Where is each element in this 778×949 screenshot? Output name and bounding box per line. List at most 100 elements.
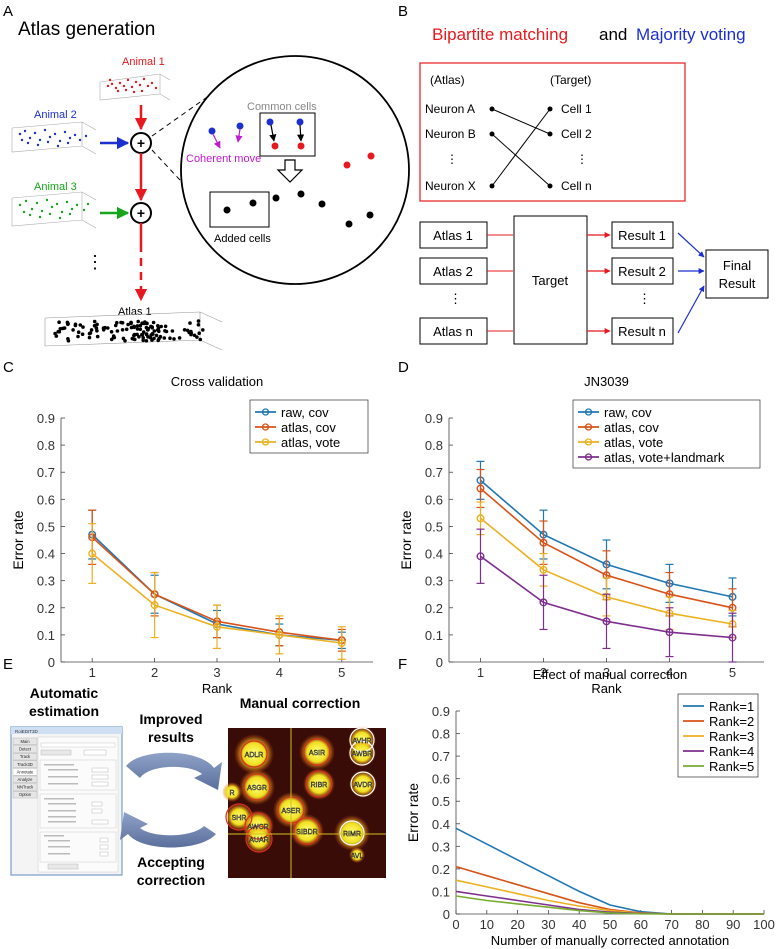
neuron-label[interactable]: AVL (350, 853, 364, 860)
chart-c-ytick: 0.6 (37, 492, 55, 507)
neuron-label[interactable]: AWBR (351, 751, 373, 758)
accepting-arrow (120, 812, 216, 848)
neuron-a: Neuron A (425, 102, 475, 116)
atlas-box-n: Atlas n (433, 324, 473, 339)
chart-f-ytick: 0.9 (432, 704, 450, 719)
panel-b-title-2: Majority voting (636, 25, 746, 44)
neuron-label[interactable]: AVHR (352, 738, 372, 745)
chart-d-point (539, 598, 548, 607)
chart-f-ytick: 0.4 (432, 817, 450, 832)
tab-option[interactable] (12, 791, 38, 799)
chart-c-ytick: 0.2 (37, 601, 55, 616)
chart-c-ytick: 0.5 (37, 519, 55, 534)
neuron-label[interactable]: SIBDR (296, 829, 318, 836)
tab-label: NNTrack (17, 785, 34, 790)
target-box (513, 215, 588, 345)
panel-d-letter: D (398, 359, 409, 376)
panel-f-letter: F (398, 656, 407, 673)
chart-d-ytick: 0.9 (425, 411, 443, 426)
chart-f-xtick: 80 (695, 917, 709, 932)
chart-f-ytick: 0.8 (432, 727, 450, 742)
neuron-label[interactable]: ASER (281, 808, 300, 815)
neuron-blob (234, 734, 274, 774)
panel-c-letter: C (3, 359, 14, 376)
chart-d-point (476, 484, 485, 493)
neuron-label[interactable]: AVDR (353, 782, 373, 789)
coherent-move-label: Coherent move (186, 153, 261, 165)
result-dots: ⋮ (638, 291, 651, 306)
tab-annotate[interactable] (12, 768, 38, 776)
cell-2: Cell 2 (561, 127, 592, 141)
target-header: (Target) (550, 73, 591, 87)
panel-e-letter: E (3, 656, 13, 673)
cell-dots: ⋮ (576, 152, 588, 166)
chart-d-xlabel: Rank (591, 681, 622, 696)
tab-track3d[interactable] (12, 760, 38, 768)
neuron-label[interactable]: ADLR (244, 752, 264, 759)
chart-c-xlabel: Rank (202, 681, 233, 696)
chart-f-ytick: 0.1 (432, 884, 450, 899)
panel-a-title: Atlas generation (18, 19, 155, 40)
down-arrow (276, 159, 304, 183)
chart-f-legend-entry: Rank=5 (709, 759, 754, 774)
atlas-button[interactable] (40, 749, 72, 756)
chart-d-legend-entry: atlas, vote (604, 435, 663, 450)
neuron-blob (349, 847, 365, 863)
chart-d-point (539, 565, 548, 574)
chart-f-ytick: 0.6 (432, 772, 450, 787)
panel-a: A Atlas generation Animal 1 Animal 2 (3, 3, 410, 351)
chart-f-ytick: 0.7 (432, 749, 450, 764)
final-result-box (705, 249, 769, 299)
tab-analyze[interactable] (12, 775, 38, 784)
tab-label: Track (20, 754, 31, 759)
chart-d-ytick: 0.2 (425, 601, 443, 616)
chart-d: JN3039 0 0.1 0.2 0.3 0.4 0.5 0.6 0.7 0.8 0.9 1 2 3 4 5 R… (398, 374, 764, 696)
neuron-label[interactable]: AUAR (249, 837, 269, 844)
atlas-dots: ⋮ (449, 291, 462, 306)
chart-f-legend-entry: Rank=2 (709, 714, 754, 729)
chart-f-xlabel: Number of manually corrected annotation (491, 933, 729, 948)
atlas1-label: Atlas 1 (118, 306, 152, 318)
chart-d-ytick: 0.6 (425, 492, 443, 507)
tab-track[interactable] (12, 753, 38, 761)
tab-nntrack[interactable] (12, 783, 38, 791)
chart-d-ytick: 0.7 (425, 465, 443, 480)
chart-d-point (476, 514, 485, 523)
chart-c-xtick: 4 (276, 665, 283, 680)
neuron-label[interactable]: RIBR (310, 782, 328, 789)
chart-f-legend-entry: Rank=4 (709, 744, 754, 759)
chart-c: Cross validation 0 0.1 0.2 0.3 0.4 0.5 0.6 0.7 0.… (10, 374, 373, 696)
cell-n: Cell n (561, 179, 592, 193)
neuron-blob (303, 768, 335, 800)
tab-detect[interactable] (12, 745, 38, 753)
tab-main[interactable] (12, 737, 38, 746)
chart-c-legend-entry: atlas, vote (281, 435, 340, 450)
tab-label: Main (20, 739, 30, 744)
chart-c-xtick: 5 (338, 665, 345, 680)
neuron-label[interactable]: AWCR (247, 824, 269, 831)
animal3-plot (11, 191, 97, 229)
chart-d-legend-entry: atlas, cov (604, 420, 659, 435)
neuron-label[interactable]: ASGR (247, 785, 267, 792)
chart-f-ytick: 0.2 (432, 862, 450, 877)
chart-f-xtick: 100 (753, 917, 775, 932)
chart-d-point (665, 628, 674, 637)
software-window: RoiEDIT3D Main Detect Track Track3D Annotate… (10, 726, 123, 876)
result-box-1: Result 1 (618, 228, 666, 243)
auto-label-1: Automatic (30, 685, 99, 701)
annotation-button[interactable] (47, 863, 79, 870)
neuron-label[interactable]: RIMR (343, 831, 361, 838)
neuron-label[interactable]: SHR (231, 815, 247, 822)
chart-f-ytick: 0.3 (432, 839, 450, 854)
panel-b-letter: B (398, 3, 408, 20)
chart-d-legend-entry: raw, cov (604, 405, 652, 420)
panel-b-title-and: and (599, 25, 627, 44)
added-cells-box (209, 191, 270, 228)
chart-c-point (337, 639, 346, 648)
chart-d-point (539, 538, 548, 547)
neuron-label[interactable]: ASIR (309, 750, 326, 757)
neuron-label[interactable]: R (229, 790, 234, 797)
auto-label-2: estimation (29, 703, 99, 719)
